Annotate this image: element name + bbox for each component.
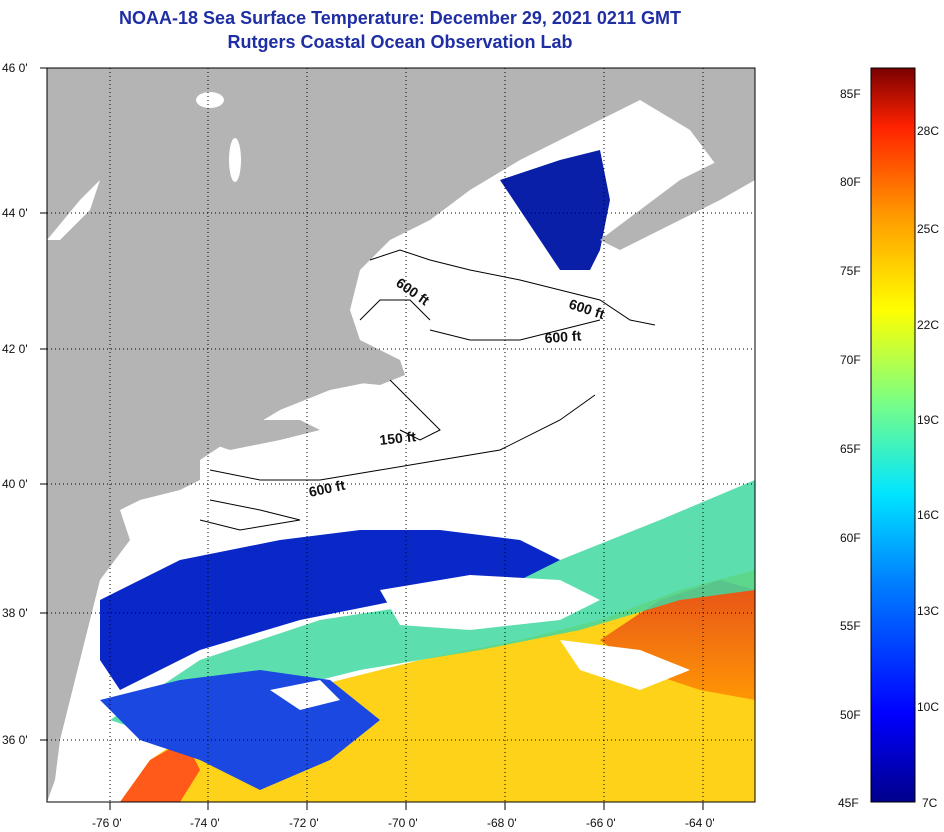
lake-ontario [47,180,100,240]
colorbar [870,67,916,803]
bathymetry-contours [199,249,656,531]
colorbar-f-label: 85F [840,87,861,101]
cloud-patch-3 [270,680,340,710]
lon-ticks [109,802,704,810]
lake-patch [196,92,224,108]
colorbar-f-label: 75F [840,264,861,278]
colorbar-c-label: 22C [917,318,940,332]
colorbar-f-label: 70F [840,353,861,367]
colorbar-f-label: 55F [840,619,861,633]
lat-label: 38 0' [2,606,28,620]
sst-hot-patch [600,580,755,700]
map-title: NOAA-18 Sea Surface Temperature: Decembe… [119,8,681,28]
lon-label: -76 0' [92,816,122,830]
lat-label: 36 0' [2,733,28,747]
lake-champlain [229,138,241,182]
colorbar-c-label: 7C [922,796,938,810]
contour-label-150: 150 ft [379,428,417,448]
lat-ticks [40,67,47,741]
map-border [46,67,756,803]
lat-label: 40 0' [2,477,28,491]
lon-label: -74 0' [190,816,220,830]
colorbar-c-label: 10C [917,700,940,714]
contour-label-600: 600 ft [307,477,346,500]
lon-label: -72 0' [289,816,319,830]
lon-label: -68 0' [487,816,517,830]
lon-label: -66 0' [586,816,616,830]
colorbar-f-label: 45F [838,796,859,810]
colorbar-c-label: 28C [917,124,940,138]
land-north-america [47,68,755,802]
lat-label: 46 0' [2,61,28,75]
land-long-island [200,420,320,450]
map-subtitle: Rutgers Coastal Ocean Observation Lab [227,32,573,52]
cloud-patch [380,575,600,630]
colorbar-c-label: 16C [917,508,940,522]
colorbar-c-label: 13C [917,604,940,618]
sst-gulf-of-maine-cold [500,150,610,270]
lat-label: 42 0' [2,342,28,356]
lon-label: -64 0' [685,816,715,830]
colorbar-f-label: 80F [840,175,861,189]
colorbar-c-label: 25C [917,222,940,236]
sst-cold-band [100,530,560,690]
land-cape-cod [330,360,405,385]
colorbar-f-label: 50F [840,708,861,722]
lon-label: -70 0' [388,816,418,830]
colorbar-f-label: 65F [840,442,861,456]
sst-hot-patch-south [120,740,200,802]
colorbar-c-label: 19C [917,413,940,427]
cloud-patch-2 [560,640,690,690]
land-nova-scotia [600,150,755,250]
lat-label: 44 0' [2,206,28,220]
contour-label-600: 600 ft [544,327,582,346]
colorbar-f-label: 60F [840,531,861,545]
